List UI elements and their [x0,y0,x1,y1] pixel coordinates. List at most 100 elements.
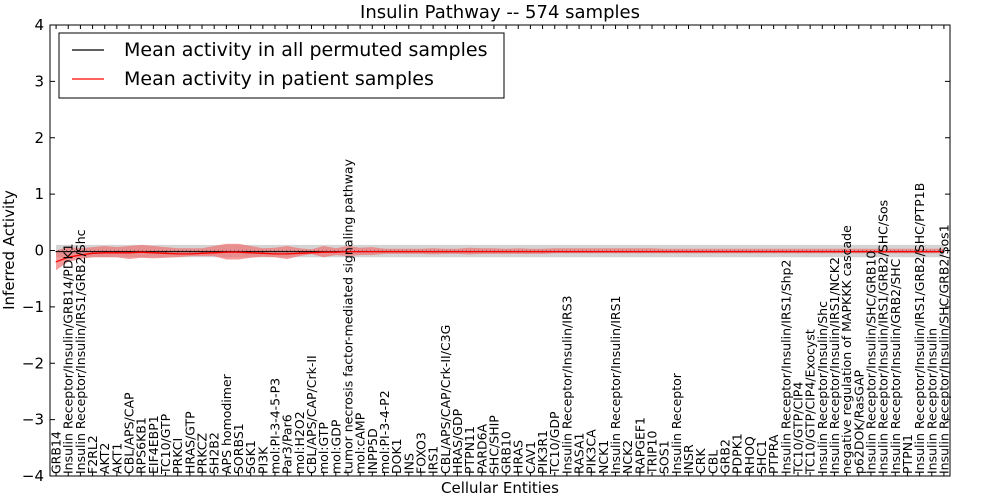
legend: Mean activity in all permuted samples Me… [58,32,505,99]
x-tick-label: INPP5D [365,428,380,474]
series-line-patient [55,250,944,263]
x-tick-label: Insulin Receptor/Insulin/SHC/GRB2/Sos1 [936,224,951,474]
x-tick-label: PIK3R1 [535,430,550,474]
x-tick-label: GRB14 [49,431,64,474]
data-point [201,252,203,254]
x-tick-label: PRKCZ [195,433,210,474]
data-point [882,251,884,253]
x-tick-label: mol:PI-3-4-5-P3 [268,378,283,474]
x-tick-label: SOS1 [657,440,672,474]
x-tick-label: Par3/Par6 [280,414,295,474]
x-tick-label: mol:cAMP [353,412,368,474]
y-tick-label: −2 [22,354,44,372]
x-tick-label: mol:PI-3-4-P2 [377,390,392,474]
data-point [578,251,580,253]
x-tick-label: Insulin Receptor/Insulin/GRB14/PDK1 [61,243,76,474]
data-point [408,251,410,253]
data-point [128,251,130,253]
data-point [736,251,738,253]
y-axis: 4 3 2 1 0 −1 −2 −3 −4 [22,16,950,485]
data-point [505,251,507,253]
x-tick-label: CAV1 [523,441,538,474]
data-point [79,254,81,256]
x-tick-label: PARD6A [474,423,489,474]
data-point [274,253,276,255]
data-point [140,251,142,253]
x-tick-label: AKT1 [109,443,124,474]
x-tick-label: mol:H2O2 [292,411,307,474]
x-tick-label: PTPRA [766,434,781,474]
x-axis-ticks [55,25,945,476]
data-point [614,251,617,253]
data-point [213,252,215,254]
x-tick-label: SORBS1 [231,423,246,474]
data-point [858,251,860,253]
data-point [79,251,81,253]
x-tick-label: PDPK1 [730,433,745,474]
x-tick-label: RPS6KB1 [134,417,149,474]
x-tick-label: GRB10 [499,431,514,474]
x-tick-label: TC10/GDP [547,411,562,475]
data-point [833,251,836,253]
y-tick-label: −4 [22,467,44,485]
data-point [712,251,714,253]
data-point [104,251,106,253]
x-tick-label: Insulin Receptor/Insulin/IRS1 [608,296,623,474]
data-point [627,251,629,253]
x-tick-label: TC10/GTP/CIP4 [791,382,806,475]
data-point [359,251,361,253]
data-point [55,251,57,253]
x-tick-label: Insulin Receptor/Insulin/Shc [815,301,830,474]
data-point [104,252,106,254]
data-point [651,251,653,253]
x-tick-label: SHC1 [754,440,769,474]
x-tick-label: TC10/GTP/CIP4/Exocyst [803,329,818,475]
y-tick-label: 1 [34,185,44,203]
data-point [250,252,252,254]
x-tick-label: INSR [681,444,696,474]
x-tick-label: IRS1 [426,446,441,474]
data-point [189,251,191,253]
data-point [177,253,179,255]
x-tick-label: PI3K [255,446,270,474]
data-point [785,251,787,253]
data-point [347,251,349,253]
y-tick-label: 0 [34,242,44,260]
x-tick-label: GRB2 [718,439,733,474]
x-tick-label: tumor necrosis factor-mediated signaling… [341,158,356,474]
x-tick-label: F2RL2 [85,435,100,474]
data-point [67,256,69,258]
legend-label-patient: Mean activity in patient samples [124,68,434,90]
data-point [152,252,154,254]
data-point [590,251,592,253]
x-tick-label: CBL/APS/CAP/Crk-II [304,355,319,474]
data-point [67,251,69,253]
x-tick-label: SH2B2 [207,432,222,474]
data-point [760,251,763,253]
data-point [201,251,203,253]
x-tick-label: TC10/GTP [158,413,173,475]
x-tick-label: HRAS/GTP [182,411,197,474]
data-point [92,252,94,254]
x-tick-label: PRKCI [170,438,185,474]
x-tick-label: RAPGEF1 [632,417,647,474]
x-tick-label: DOK1 [389,438,404,474]
x-tick-label: Insulin Receptor/Insulin/IRS1/GRB2/SHC/S… [876,200,891,474]
data-point [675,251,678,253]
x-tick-label: INS [401,453,416,474]
y-tick-label: −1 [22,298,44,316]
y-tick-label: 2 [34,129,44,147]
data-point [566,251,568,253]
data-point [310,251,313,253]
data-point [444,251,446,253]
data-point [116,251,118,253]
data-point [396,251,398,253]
y-tick-label: 4 [34,16,44,34]
x-tick-label: mol:GTP [316,422,331,474]
data-point [164,252,167,254]
data-point [821,251,823,253]
x-tick-label: NCK2 [620,440,635,474]
x-tick-label: Insulin Receptor/Insulin/IRS1/GRB2/SHC/P… [912,183,927,474]
x-tick-label: CBL/APS/CAP/Crk-II/C3G [438,325,453,474]
x-tick-label: Insulin Receptor/Insulin [924,328,939,474]
